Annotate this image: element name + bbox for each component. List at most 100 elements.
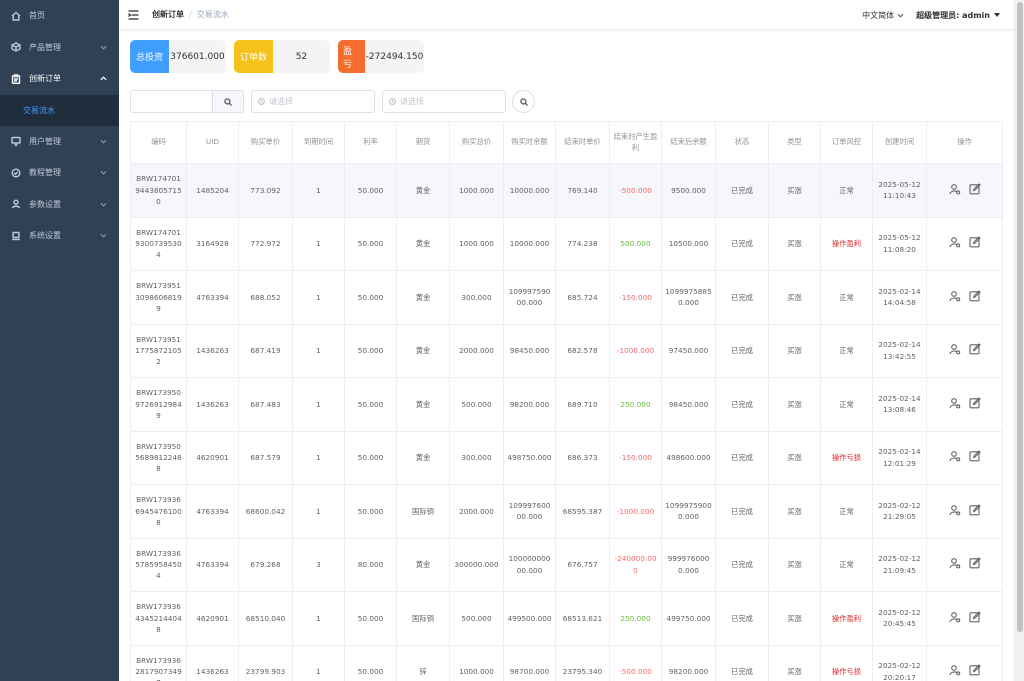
cell-type: 买涨	[768, 591, 821, 646]
cell-order-code: BRW17395097269129849	[130, 377, 187, 432]
user-settings-icon[interactable]	[948, 504, 961, 519]
cell-balance-before: 10999759000.000	[503, 270, 556, 325]
table-row[interactable]: BRW17393669454761008 4763394 68600.042 1 50.…	[130, 484, 1003, 539]
user-menu[interactable]: 超级管理员: admin	[916, 10, 1000, 21]
cell-rate: 50.000	[344, 270, 397, 325]
language-selector[interactable]: 中文简体	[862, 10, 904, 21]
user-settings-icon[interactable]	[948, 450, 961, 465]
edit-icon[interactable]	[968, 236, 981, 251]
cell-future: 黄金	[396, 216, 450, 271]
user-settings-icon[interactable]	[948, 397, 961, 412]
cell-created-time: 2025-02-14 14:04:58	[872, 270, 927, 325]
cell-balance-before: 98200.000	[503, 377, 556, 432]
cell-expire-time: 1	[292, 323, 345, 378]
stat-profit: 盈亏 -272494.150	[338, 40, 424, 73]
table-row[interactable]: BRW17470194438057150 1485204 773.092 1 50.00…	[130, 163, 1003, 218]
sidebar-item-products[interactable]: 产品管理	[0, 32, 119, 64]
main-content: 创新订单 / 交易流水 中文简体 超级管理员: admin 总投资 376601…	[119, 0, 1014, 681]
cell-balance-before: 98700.000	[503, 644, 556, 681]
cell-expire-time: 1	[292, 377, 345, 432]
sidebar-item-system[interactable]: 系统设置	[0, 220, 119, 252]
sidebar-item-home[interactable]: 首页	[0, 0, 119, 32]
user-settings-icon[interactable]	[948, 611, 961, 626]
table-row[interactable]: BRW17393643452144048 4620901 68510.040 1 50.…	[130, 591, 1003, 646]
table-row[interactable]: BRW17395097269129849 1436263 687.483 1 50.00…	[130, 377, 1003, 432]
table-row[interactable]: BRW17393657859584504 4763394 679.268 3 80.00…	[130, 537, 1003, 592]
edit-icon[interactable]	[968, 664, 981, 679]
cell-uid: 1485204	[186, 163, 239, 218]
sidebar-item-params[interactable]: 参数设置	[0, 189, 119, 221]
page-scrollbar[interactable]	[1014, 0, 1024, 681]
cell-end-price: 774.238	[555, 216, 610, 271]
cell-status: 已完成	[715, 537, 769, 592]
cell-order-code: BRW17470193007395304	[130, 216, 187, 271]
cell-buy-price: 773.092	[238, 163, 293, 218]
sidebar-item-label: 产品管理	[29, 42, 61, 52]
check-circle-icon	[10, 167, 21, 178]
search-input[interactable]	[131, 91, 212, 112]
cell-risk-control: 操作亏损	[820, 430, 873, 485]
date-end-picker[interactable]: 请选择	[382, 90, 506, 113]
filter-search-button[interactable]	[512, 90, 535, 113]
edit-icon[interactable]	[968, 289, 981, 305]
cell-order-code: BRW17393657859584504	[130, 537, 187, 592]
user-settings-icon[interactable]	[948, 236, 961, 251]
edit-icon[interactable]	[968, 343, 981, 358]
table-row[interactable]: BRW17395056898122488 4620901 687.579 1 50.00…	[130, 430, 1003, 485]
sidebar-item-label: 教程管理	[29, 168, 61, 178]
sidebar-item-users[interactable]: 用户管理	[0, 126, 119, 158]
edit-icon[interactable]	[968, 450, 981, 465]
cell-rate: 50.000	[344, 377, 397, 432]
cell-buy-price: 688.052	[238, 270, 293, 325]
cell-end-price: 689.710	[555, 377, 610, 432]
cell-uid: 1436263	[186, 644, 239, 681]
edit-icon[interactable]	[968, 503, 981, 519]
column-header: 结束时产生盈利	[609, 121, 662, 164]
hamburger-icon[interactable]	[128, 9, 139, 20]
table-row[interactable]: BRW17395130986068199 4763394 688.052 1 50.00…	[130, 270, 1003, 325]
stat-value: 52	[273, 40, 330, 73]
user-settings-icon[interactable]	[948, 183, 961, 198]
cell-order-code: BRW17470194438057150	[130, 163, 187, 218]
sidebar-subitem-transactions[interactable]: 交易流水	[0, 94, 119, 126]
breadcrumb-parent[interactable]: 创新订单	[152, 10, 184, 19]
stat-order-count: 订单数 52	[234, 40, 330, 73]
sidebar-item-label: 创新订单	[29, 74, 61, 84]
table-row[interactable]: BRW17470193007395304 3164928 772.972 1 50.00…	[130, 216, 1003, 271]
edit-icon[interactable]	[968, 557, 981, 572]
clock-icon	[389, 98, 396, 105]
cell-future: 黄金	[396, 323, 450, 378]
cell-buy-total: 500.000	[449, 591, 504, 646]
user-settings-icon[interactable]	[948, 343, 961, 358]
user-settings-icon[interactable]	[948, 290, 961, 305]
cell-actions	[926, 484, 1003, 539]
cell-rate: 80.000	[344, 537, 397, 592]
sidebar-item-tutorials[interactable]: 教程管理	[0, 157, 119, 189]
table-row[interactable]: BRW17395117758721052 1436263 687.419 1 50.00…	[130, 323, 1003, 378]
scrollbar-thumb[interactable]	[1017, 2, 1023, 632]
cell-expire-time: 1	[292, 270, 345, 325]
date-start-picker[interactable]: 请选择	[251, 90, 375, 113]
edit-icon[interactable]	[968, 182, 981, 198]
edit-icon[interactable]	[968, 610, 981, 626]
column-header: 结束时单价	[555, 121, 610, 164]
table-row[interactable]: BRW17393628179073497143626323799.903150.…	[130, 644, 1003, 681]
cell-buy-price: 68600.042	[238, 484, 293, 539]
cell-status: 已完成	[715, 323, 769, 378]
user-settings-icon[interactable]	[948, 664, 961, 679]
cell-created-time: 2025-02-14 13:42:55	[872, 323, 927, 378]
search-button[interactable]	[212, 91, 243, 112]
filter-bar: 请选择 请选择	[130, 90, 535, 113]
sidebar-item-orders[interactable]: 创新订单	[0, 63, 119, 95]
edit-icon[interactable]	[968, 396, 981, 412]
cell-balance-before: 98450.000	[503, 323, 556, 378]
cell-future: 国际铜	[396, 484, 450, 539]
chevron-down-icon	[100, 232, 108, 240]
cell-created-time: 2025-05-12 11:10:43	[872, 163, 927, 218]
cell-balance-after: 10500.000	[661, 216, 716, 271]
cell-created-time: 2025-05-12 11:08:20	[872, 216, 927, 271]
cell-type: 买涨	[768, 270, 821, 325]
cell-actions	[926, 591, 1003, 646]
user-settings-icon[interactable]	[948, 557, 961, 572]
cell-expire-time: 1	[292, 430, 345, 485]
